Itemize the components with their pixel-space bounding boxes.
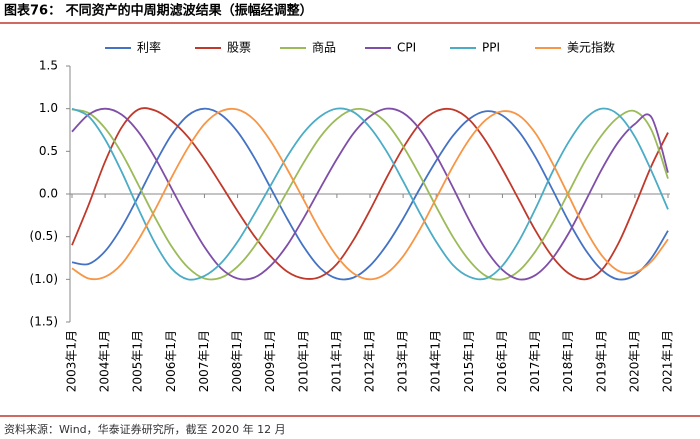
series-line [71,107,669,281]
series-line [71,107,669,281]
x-tick-label: 2014年1月 [429,330,443,392]
legend-label: 股票 [227,41,251,55]
chart-title: 图表76： 不同资产的中周期滤波结果（振幅经调整） [4,3,313,19]
series-line [71,107,669,281]
x-tick-label: 2013年1月 [396,330,410,392]
x-tick-label: 2017年1月 [528,330,542,392]
x-tick-label: 2011年1月 [329,330,343,392]
x-tick-label: 2018年1月 [561,330,575,392]
x-tick-label: 2008年1月 [230,330,244,392]
x-tick-label: 2012年1月 [363,330,377,392]
x-tick-label: 2016年1月 [495,330,509,392]
y-tick-label: (1.5) [30,315,58,329]
source-note: 资料来源：Wind，华泰证券研究所，截至 2020 年 12 月 [4,422,286,436]
x-tick-label: 2004年1月 [98,330,112,392]
legend-label: CPI [397,41,416,55]
y-tick-label: 1.5 [39,59,58,73]
x-tick-label: 2010年1月 [296,330,310,392]
x-tick-label: 2003年1月 [65,330,79,392]
y-tick-label: (0.5) [30,229,58,243]
x-tick-label: 2015年1月 [462,330,476,392]
series-line [71,107,669,281]
y-tick-label: 0.0 [39,187,58,201]
y-tick-label: 1.0 [39,101,58,115]
y-tick-label: (1.0) [30,272,58,286]
x-tick-label: 2020年1月 [627,330,641,392]
x-tick-label: 2021年1月 [661,330,675,392]
x-tick-label: 2009年1月 [263,330,277,392]
x-tick-label: 2007年1月 [197,330,211,392]
x-tick-label: 2019年1月 [594,330,608,392]
series-line [71,107,669,281]
y-tick-label: 0.5 [39,144,58,158]
legend-label: 商品 [312,40,336,55]
series-line [71,107,669,281]
legend-label: PPI [482,41,500,55]
x-tick-label: 2005年1月 [131,330,145,392]
x-tick-label: 2006年1月 [164,330,178,392]
legend-label: 美元指数 [567,40,615,55]
legend-label: 利率 [137,40,161,55]
